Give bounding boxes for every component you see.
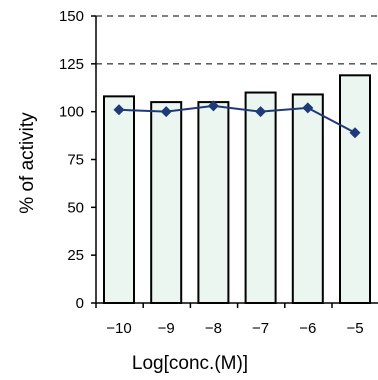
bar <box>291 93 324 304</box>
series-markers <box>113 100 361 139</box>
y-tick-label: 50 <box>67 199 84 216</box>
x-tick-label: −6 <box>299 320 316 337</box>
data-point <box>349 127 361 139</box>
bar <box>339 74 371 304</box>
y-tick-label: 100 <box>59 104 84 121</box>
bar <box>103 95 135 304</box>
data-point <box>113 104 125 116</box>
x-tick-label: −10 <box>106 320 131 337</box>
y-tick-label: 75 <box>67 152 84 169</box>
y-axis-title: % of activity <box>17 112 38 214</box>
y-tick-label: 25 <box>67 247 84 264</box>
bar <box>150 101 183 304</box>
bar <box>197 101 230 304</box>
grid-lines <box>96 15 378 65</box>
data-point <box>207 100 219 112</box>
x-tick-labels: −10 −9 −8 −7 −6 −5 <box>106 320 363 337</box>
x-tick-label: −7 <box>252 320 269 337</box>
data-point <box>302 102 314 114</box>
data-point <box>255 106 267 118</box>
data-point <box>160 106 172 118</box>
y-tick-label: 0 <box>76 295 84 312</box>
bar <box>244 91 277 304</box>
axes <box>91 15 378 308</box>
x-tick-label: −5 <box>346 320 363 337</box>
y-tick-label: 125 <box>59 56 84 73</box>
series-line <box>118 104 356 134</box>
x-axis-title: Log[conc.(M)] <box>132 353 248 374</box>
x-tick-label: −9 <box>158 320 175 337</box>
x-tick-label: −8 <box>205 320 222 337</box>
series-polyline <box>118 104 356 134</box>
y-tick-label: 150 <box>59 8 84 25</box>
y-tick-labels: 0 25 50 75 100 125 150 <box>59 8 84 312</box>
